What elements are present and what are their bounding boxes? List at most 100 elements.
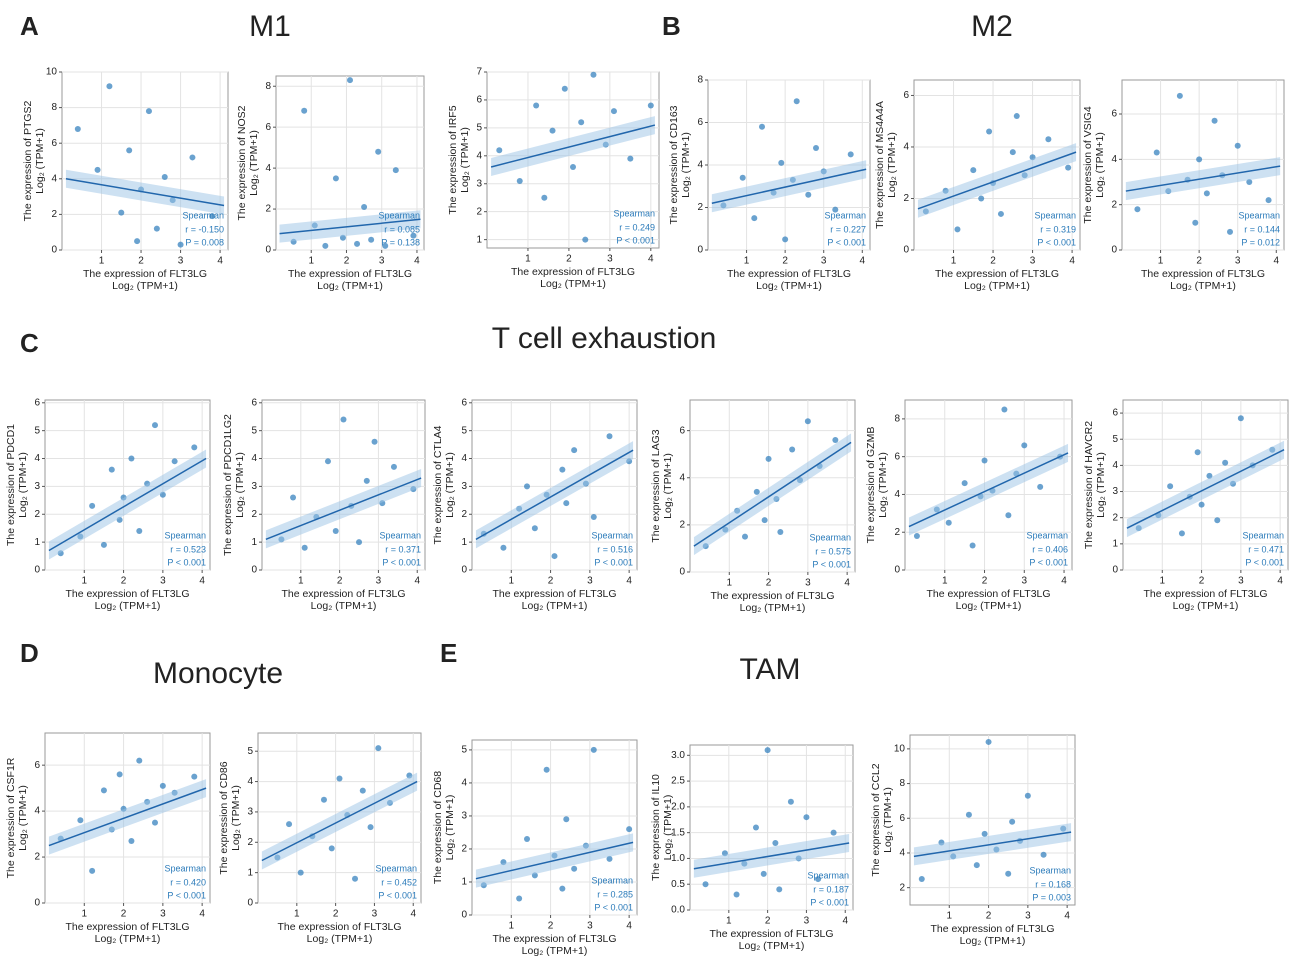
y-axis-unit: Log₂ (TPM+1)	[886, 132, 898, 198]
point	[89, 502, 96, 509]
point	[361, 204, 368, 211]
y-tick-label: 8	[894, 414, 900, 425]
fit-line	[261, 780, 418, 862]
panel-letter: A	[20, 11, 39, 41]
point	[340, 416, 347, 423]
point	[126, 147, 133, 154]
point	[301, 107, 308, 114]
y-tick-label: 4	[51, 173, 57, 184]
stat-p: P = 0.138	[381, 237, 420, 247]
stat-method: Spearman	[379, 530, 421, 540]
y-tick-label: 2	[894, 527, 900, 538]
y-axis-label: The expression of HAVCR2	[1083, 421, 1095, 549]
point	[590, 746, 597, 753]
point	[328, 845, 335, 852]
point	[590, 514, 597, 521]
point	[1009, 818, 1016, 825]
fit-line	[490, 124, 656, 168]
scatter-plot: 0 2 4 6 8 1 2 3 4 Spearman r = 0.227 P < 0.001 The e…	[668, 75, 871, 292]
point	[1222, 459, 1229, 466]
y-tick-label: 5	[34, 425, 40, 436]
y-axis-label: The expression of NOS2	[236, 105, 248, 220]
y-tick-label: 3	[461, 481, 467, 492]
stat-p: P < 0.001	[616, 235, 655, 245]
x-tick-label: 4	[626, 921, 632, 932]
scatter-plot: 0 1 2 3 4 5 1 2 3 4 Spearman r = 0.285 P < 0.001 The …	[432, 739, 638, 956]
point	[524, 836, 530, 843]
point	[1024, 792, 1031, 799]
x-axis-unit: Log₂ (TPM+1)	[112, 280, 178, 292]
y-tick-label: 3	[34, 481, 40, 492]
stat-r: r = 0.085	[384, 224, 420, 234]
stat-r: r = 0.471	[1248, 544, 1284, 554]
x-tick-label: 3	[804, 916, 810, 927]
point	[100, 541, 107, 548]
y-tick-label: 6	[679, 425, 685, 436]
x-tick-label: 3	[1235, 256, 1241, 267]
y-tick-label: 0	[34, 565, 40, 576]
y-tick-label: 8	[265, 81, 271, 92]
point	[336, 775, 343, 782]
y-tick-label: 3	[251, 481, 257, 492]
scatter-plot: 0.0 0.5 1.0 1.5 2.0 2.5 3.0 1 2 3 4 Spearman r = 0.1…	[650, 744, 854, 952]
y-tick-label: 2	[247, 837, 253, 848]
point	[290, 494, 297, 501]
y-tick-label: 3.0	[671, 750, 685, 761]
stat-r: r = 0.371	[385, 544, 421, 554]
y-axis-unit: Log₂ (TPM+1)	[34, 128, 46, 194]
y-tick-label: 0	[1112, 565, 1118, 576]
point	[1196, 156, 1203, 163]
y-tick-label: 5	[476, 123, 482, 134]
point	[1234, 142, 1241, 149]
panel-title: M1	[249, 10, 291, 43]
point	[571, 865, 578, 872]
fit-line	[48, 787, 207, 847]
y-tick-label: 4	[679, 472, 685, 483]
stat-r: r = 0.575	[815, 546, 851, 556]
point	[1192, 219, 1199, 226]
y-axis-label: The expression of PDCD1	[5, 424, 17, 546]
point	[753, 488, 760, 495]
x-tick-label: 3	[805, 578, 811, 589]
x-tick-label: 2	[344, 256, 350, 267]
stat-p: P = 0.012	[1241, 237, 1280, 247]
x-tick-label: 3	[1022, 576, 1028, 587]
plot-area	[61, 71, 229, 251]
stat-method: Spearman	[164, 530, 206, 540]
x-axis-label: The expression of FLT3LG	[288, 268, 412, 280]
point	[978, 195, 985, 202]
x-tick-label: 4	[217, 256, 223, 267]
point	[776, 886, 783, 893]
point	[496, 147, 503, 154]
y-tick-label: 2	[51, 209, 57, 220]
stat-method: Spearman	[824, 210, 866, 220]
stat-r: r = 0.168	[1035, 879, 1071, 889]
point	[559, 885, 566, 892]
y-axis-unit: Log₂ (TPM+1)	[877, 452, 889, 518]
point	[320, 796, 327, 803]
x-tick-label: 1	[1158, 256, 1164, 267]
y-tick-label: 5	[251, 425, 257, 436]
point	[733, 891, 740, 898]
stat-p: P < 0.001	[382, 557, 421, 567]
point	[145, 108, 152, 115]
x-tick-label: 3	[160, 909, 166, 920]
point	[1045, 136, 1052, 143]
point	[1203, 190, 1210, 197]
x-axis-label: The expression of FLT3LG	[1143, 588, 1267, 600]
point	[570, 163, 576, 170]
stat-p: P < 0.001	[810, 897, 849, 907]
y-axis-unit: Log₂ (TPM+1)	[444, 452, 456, 518]
point	[590, 71, 597, 78]
point	[152, 819, 158, 826]
point	[159, 782, 166, 789]
point	[524, 483, 530, 490]
scatter-plot: 0 1 2 3 4 5 6 1 2 3 4 Spearman r = 0.516 P < 0.001 The…	[432, 397, 638, 612]
panel-title: Monocyte	[153, 657, 283, 690]
point	[500, 544, 507, 551]
point	[563, 816, 570, 823]
point	[764, 747, 771, 754]
plot-area	[471, 739, 638, 916]
point	[363, 477, 370, 484]
